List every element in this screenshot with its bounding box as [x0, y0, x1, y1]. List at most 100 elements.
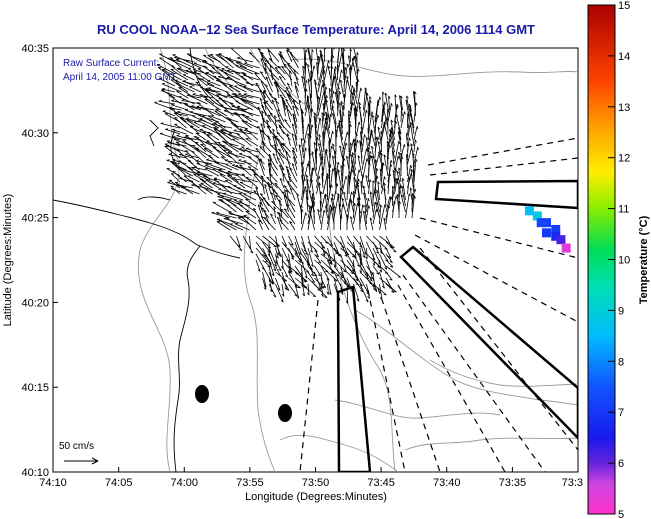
- current-vector: [316, 117, 322, 141]
- current-vector: [281, 265, 289, 278]
- current-vector: [185, 150, 200, 165]
- current-vector: [257, 219, 263, 231]
- current-vector: [235, 61, 247, 69]
- current-vector: [363, 92, 369, 117]
- current-vector: [381, 117, 388, 141]
- current-vector: [405, 193, 411, 219]
- current-vector: [291, 149, 298, 165]
- current-vector: [340, 175, 348, 201]
- current-vector: [346, 214, 349, 231]
- y-axis-ticks: 40:10 40:15 40:20 40:25 40:30 40:35: [21, 43, 58, 479]
- current-vector: [307, 283, 310, 296]
- current-vector: [275, 259, 282, 272]
- current-vector: [385, 259, 394, 268]
- current-vector: [412, 163, 416, 177]
- current-vector: [346, 191, 353, 213]
- current-vector: [322, 96, 327, 123]
- current-vector: [173, 112, 187, 123]
- current-vector: [349, 48, 353, 63]
- current-vector: [374, 159, 378, 183]
- current-vector: [204, 108, 221, 117]
- x-axis-ticks: 74:10 74:05 74:00 73:55 73:50 73:45 73:40 73:35…: [39, 467, 583, 489]
- current-vector: [231, 93, 247, 99]
- current-vector: [353, 283, 360, 302]
- current-vector: [202, 125, 220, 135]
- current-vector: [209, 53, 228, 69]
- current-vector: [307, 48, 312, 69]
- colorbar-ticks: 5 6 7 8 9 10 11 12 13 14 15: [608, 0, 630, 519]
- current-vector: [233, 129, 252, 135]
- current-vector: [363, 210, 367, 231]
- current-vector: [366, 283, 370, 299]
- sst-pixel: [561, 243, 571, 253]
- current-vector: [219, 174, 233, 183]
- current-vector: [272, 153, 278, 165]
- current-vector: [242, 235, 254, 254]
- current-vector: [213, 177, 226, 183]
- current-vector: [374, 190, 380, 213]
- current-vector: [200, 182, 220, 195]
- current-vector: [340, 265, 347, 285]
- current-vector: [262, 197, 276, 213]
- y-tick-label: 40:20: [21, 297, 49, 309]
- current-vector: [357, 183, 361, 207]
- y-tick-label: 40:35: [21, 43, 49, 55]
- current-vector: [277, 65, 286, 75]
- current-vector: [259, 201, 263, 213]
- current-vector: [331, 105, 337, 123]
- current-vector: [311, 49, 314, 75]
- current-vector: [339, 145, 343, 159]
- current-vector: [275, 241, 282, 258]
- current-vector: [212, 201, 231, 213]
- current-vector: [193, 173, 207, 183]
- current-vector: [340, 283, 344, 295]
- current-vector: [259, 71, 267, 81]
- current-vector: [210, 115, 226, 123]
- current-vector: [240, 146, 259, 159]
- current-vector: [392, 200, 396, 219]
- current-vector: [409, 187, 413, 201]
- current-vector: [406, 95, 410, 111]
- current-vector: [272, 128, 278, 147]
- current-vector: [355, 132, 358, 147]
- current-vector: [362, 185, 367, 201]
- current-vector: [413, 126, 419, 141]
- current-vector: [383, 182, 387, 207]
- current-vector: [175, 82, 195, 93]
- current-vector: [317, 209, 322, 225]
- current-vector: [212, 168, 226, 177]
- current-vector: [215, 108, 228, 117]
- current-vector: [316, 147, 319, 165]
- current-vector: [309, 93, 313, 111]
- current-vector: [172, 60, 189, 69]
- current-vector: [172, 171, 187, 183]
- current-vector: [413, 102, 418, 123]
- current-vector: [241, 113, 252, 123]
- current-vector: [236, 202, 250, 213]
- current-vector: [213, 147, 233, 159]
- current-vector: [319, 200, 323, 219]
- current-vector: [309, 152, 312, 171]
- current-vector: [288, 241, 298, 255]
- current-vector: [413, 146, 419, 165]
- current-vector: [294, 85, 299, 99]
- current-vector: [189, 126, 207, 135]
- current-vector: [190, 105, 208, 111]
- current-vector: [173, 138, 194, 147]
- annotation-line-2: April 14, 2005 11:00 GMT: [63, 72, 177, 83]
- current-vector: [200, 144, 213, 153]
- current-vector: [169, 108, 182, 117]
- current-vector: [182, 80, 202, 87]
- colorbar-tick-label: 5: [618, 509, 624, 519]
- current-vector: [203, 65, 215, 75]
- current-vector: [257, 204, 263, 219]
- current-vector: [374, 149, 382, 171]
- current-vector: [242, 99, 260, 111]
- current-vector: [307, 247, 314, 267]
- current-vector: [345, 283, 349, 304]
- current-vector: [379, 253, 388, 270]
- current-vector: [317, 90, 326, 117]
- current-vector: [272, 135, 278, 153]
- current-vector: [379, 204, 383, 225]
- current-vector: [327, 65, 332, 81]
